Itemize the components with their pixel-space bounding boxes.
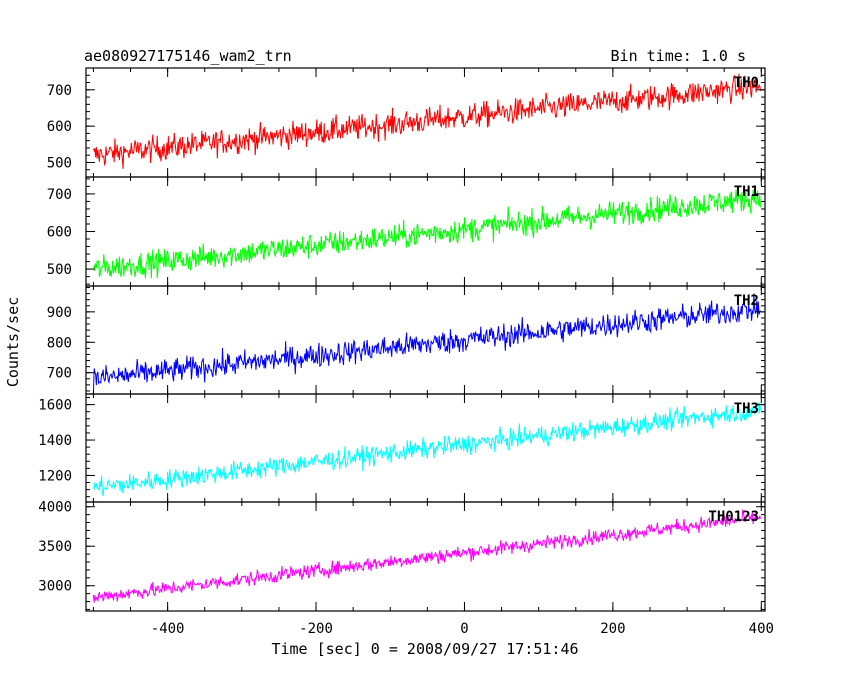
x-tick-label: 400 bbox=[749, 621, 774, 637]
chart-title: ae080927175146_wam2_trn bbox=[84, 47, 292, 65]
y-tick-label: 500 bbox=[47, 262, 72, 278]
series-line-th0 bbox=[92, 73, 761, 169]
panel-th1: 500 600 700 TH1 bbox=[47, 176, 766, 287]
panel-label: TH3 bbox=[734, 401, 759, 417]
x-tick-labels: -400 -200 0 200 400 bbox=[151, 621, 774, 637]
y-tick-label: 4000 bbox=[38, 500, 72, 516]
panel-th0: 500 600 700 TH0 bbox=[47, 67, 766, 178]
y-tick-label: 700 bbox=[47, 187, 72, 203]
y-tick-label: 1200 bbox=[38, 468, 72, 484]
y-tick-label: 700 bbox=[47, 83, 72, 99]
panel-label: TH0 bbox=[734, 75, 759, 91]
series-line-th2 bbox=[92, 293, 761, 394]
y-tick-label: 3500 bbox=[38, 539, 72, 555]
x-tick-label: -200 bbox=[299, 621, 333, 637]
y-tick-label: 500 bbox=[47, 155, 72, 171]
panel-label: TH1 bbox=[734, 184, 759, 200]
y-tick-label: 3000 bbox=[38, 579, 72, 595]
x-tick-label: 0 bbox=[460, 621, 468, 637]
panel-label: TH2 bbox=[734, 293, 759, 309]
panel-th2: 700 800 900 TH2 bbox=[47, 285, 766, 395]
x-tick-label: -400 bbox=[151, 621, 185, 637]
series-line-th3 bbox=[92, 402, 761, 497]
x-tick-label: 200 bbox=[600, 621, 625, 637]
panel-frame bbox=[85, 67, 766, 178]
panel-label: TH0123 bbox=[708, 509, 759, 525]
y-tick-label: 600 bbox=[47, 225, 72, 241]
y-tick-label: 700 bbox=[47, 366, 72, 382]
panel-th3: 1200 1400 1600 TH3 bbox=[38, 393, 766, 503]
panel-frame bbox=[85, 501, 766, 612]
panel-th0123: 3000 3500 4000 TH0123 bbox=[38, 500, 766, 612]
bin-time-label: Bin time: 1.0 s bbox=[611, 47, 746, 65]
y-tick-label: 1400 bbox=[38, 433, 72, 449]
panels-group: 500 600 700 TH0 500 600 700 TH1 700 800 900 TH2 1200… bbox=[38, 67, 766, 612]
x-axis-label: Time [sec] 0 = 2008/09/27 17:51:46 bbox=[271, 640, 578, 658]
y-tick-label: 900 bbox=[47, 305, 72, 321]
y-tick-label: 600 bbox=[47, 119, 72, 135]
series-line-th0123 bbox=[92, 509, 761, 603]
series-line-th1 bbox=[92, 188, 761, 279]
y-tick-label: 800 bbox=[47, 335, 72, 351]
y-tick-label: 1600 bbox=[38, 398, 72, 414]
panel-frame bbox=[85, 285, 766, 395]
y-axis-label: Counts/sec bbox=[4, 297, 22, 387]
